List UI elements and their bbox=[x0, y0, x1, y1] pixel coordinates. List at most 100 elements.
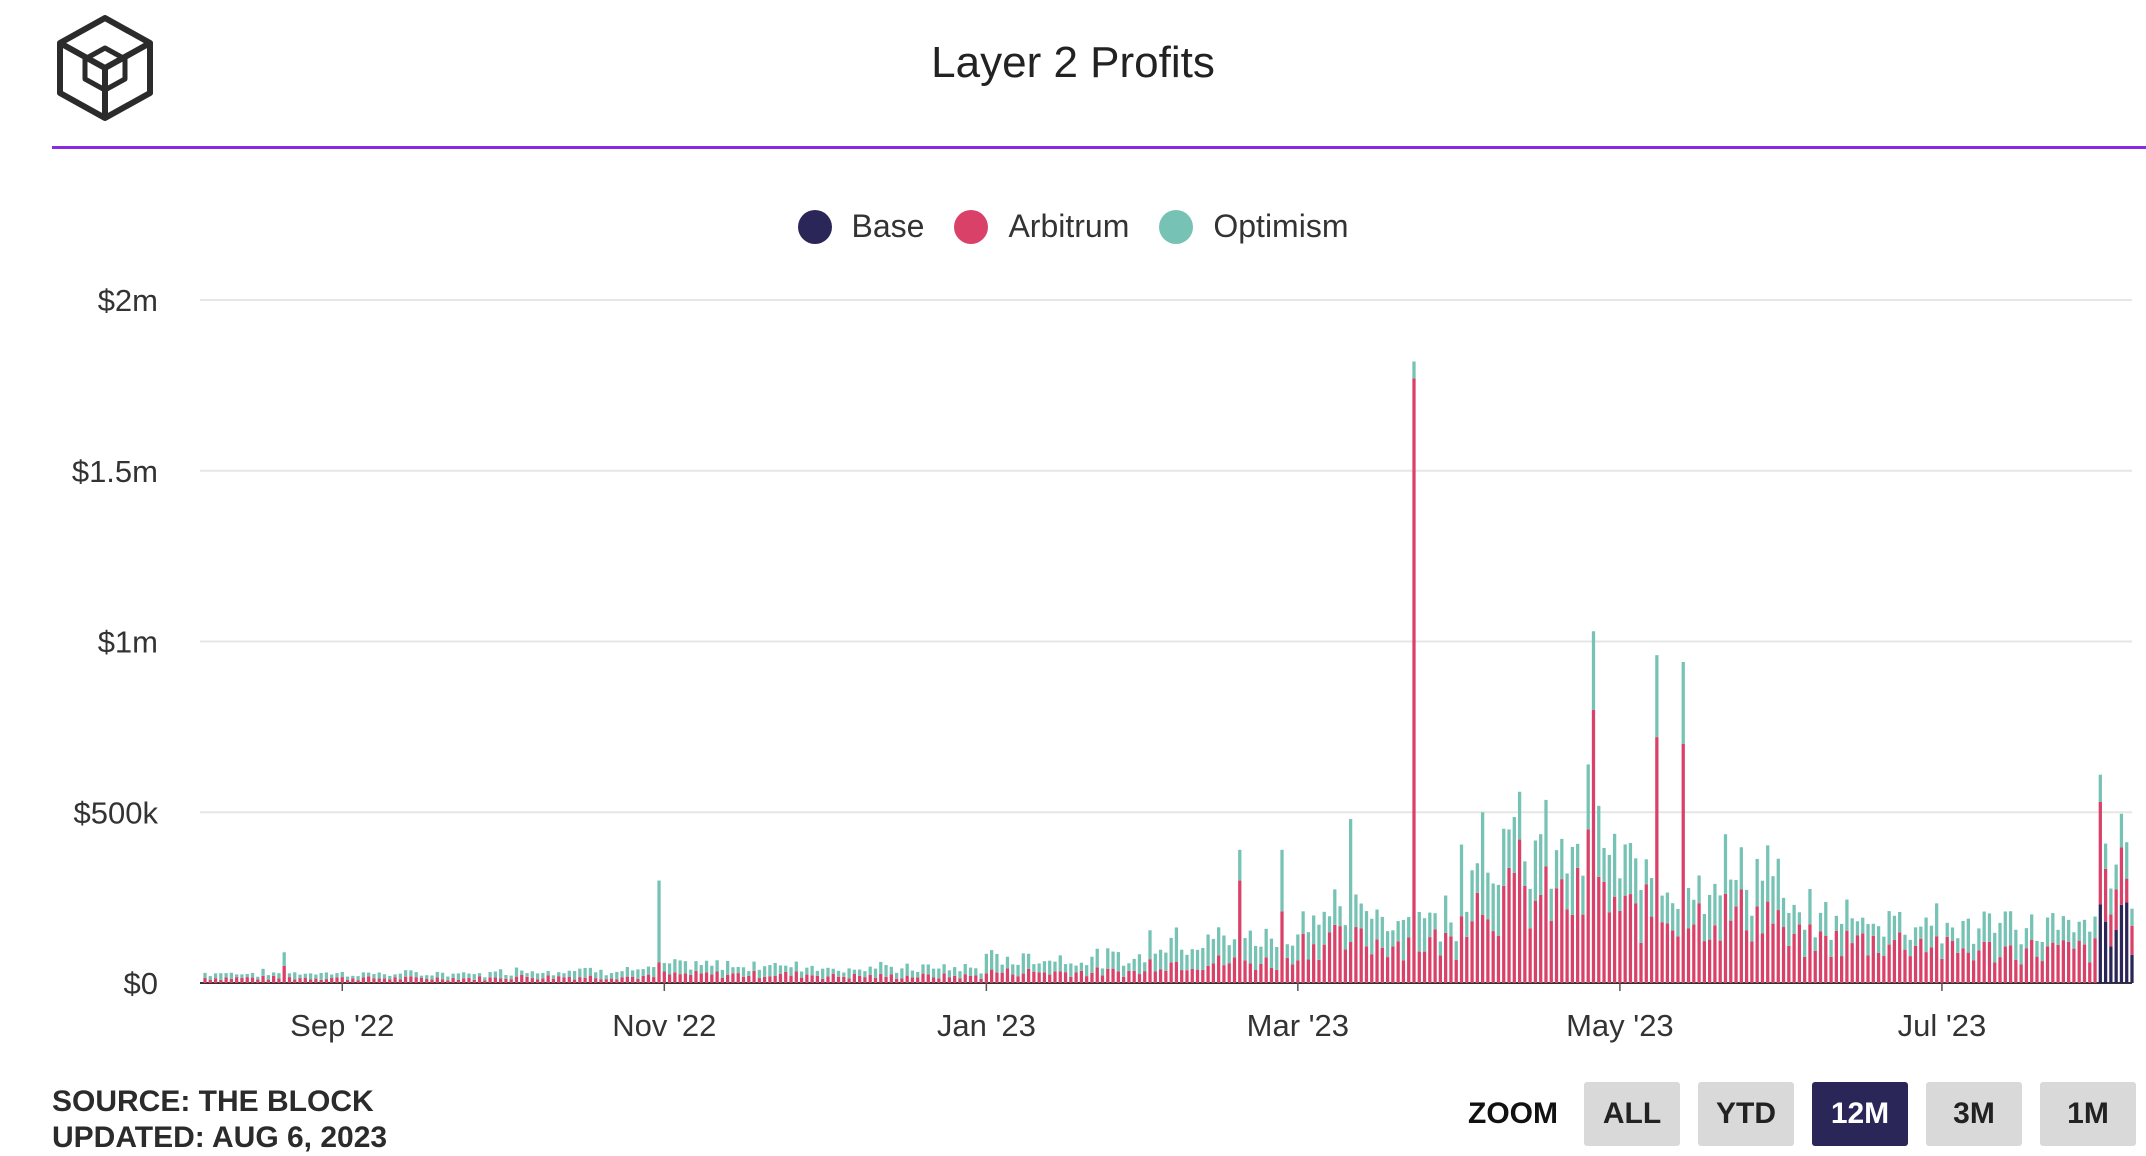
zoom-3m-button[interactable]: 3M bbox=[1926, 1082, 2022, 1146]
bar-segment-arbitrum bbox=[1264, 957, 1268, 983]
bar-segment-arbitrum bbox=[615, 979, 619, 983]
bar-segment-optimism bbox=[968, 967, 973, 976]
bar-segment-arbitrum bbox=[256, 979, 260, 983]
bar-segment-arbitrum bbox=[1190, 969, 1194, 983]
bar-segment-arbitrum bbox=[1164, 970, 1168, 983]
bar-segment-arbitrum bbox=[1781, 927, 1786, 983]
bar-segment-arbitrum bbox=[1744, 930, 1749, 983]
zoom-1m-button[interactable]: 1M bbox=[2040, 1082, 2136, 1146]
bar-segment-arbitrum bbox=[1158, 969, 1163, 983]
bar-segment-arbitrum bbox=[1333, 924, 1337, 983]
bar-segment-optimism bbox=[208, 976, 212, 980]
bar-segment-arbitrum bbox=[356, 980, 360, 983]
bar-segment-optimism bbox=[768, 965, 772, 977]
bar-segment-optimism bbox=[551, 975, 556, 979]
bar-segment-optimism bbox=[657, 880, 661, 963]
bar-segment-arbitrum bbox=[1259, 964, 1263, 983]
bar-segment-optimism bbox=[1713, 883, 1717, 926]
bar-segment-arbitrum bbox=[1217, 955, 1221, 983]
bar-segment-base bbox=[2125, 902, 2129, 983]
bar-segment-optimism bbox=[1882, 936, 1886, 957]
bar-segment-arbitrum bbox=[815, 975, 820, 983]
bar-segment-optimism bbox=[287, 973, 292, 978]
bar-segment-arbitrum bbox=[1354, 927, 1358, 983]
bar-segment-arbitrum bbox=[2098, 802, 2102, 905]
bar-segment-optimism bbox=[345, 976, 350, 980]
bar-segment-arbitrum bbox=[852, 974, 856, 983]
source-note: SOURCE: THE BLOCK UPDATED: AUG 6, 2023 bbox=[52, 1084, 387, 1156]
bar-segment-optimism bbox=[1808, 888, 1812, 925]
bar-segment-arbitrum bbox=[641, 975, 645, 983]
bar-segment-arbitrum bbox=[1597, 876, 1601, 983]
bar-segment-arbitrum bbox=[1977, 950, 1981, 983]
bar-segment-arbitrum bbox=[1042, 972, 1047, 983]
bar-segment-arbitrum bbox=[1349, 942, 1353, 983]
bar-segment-arbitrum bbox=[1132, 970, 1136, 983]
bar-segment-optimism bbox=[1174, 927, 1179, 962]
bar-segment-optimism bbox=[678, 960, 682, 975]
bar-segment-arbitrum bbox=[1987, 941, 1992, 983]
bar-segment-arbitrum bbox=[1211, 963, 1215, 983]
bar-segment-arbitrum bbox=[1623, 895, 1627, 983]
bar-segment-optimism bbox=[905, 963, 909, 976]
legend-item-base[interactable]: Base bbox=[797, 208, 924, 245]
bar-segment-arbitrum bbox=[1924, 952, 1928, 983]
legend-item-optimism[interactable]: Optimism bbox=[1159, 208, 1348, 245]
bar-segment-optimism bbox=[1364, 911, 1369, 947]
legend-label-optimism: Optimism bbox=[1213, 208, 1349, 244]
bar-segment-optimism bbox=[393, 974, 397, 978]
bar-segment-optimism bbox=[1961, 920, 1965, 949]
bar-segment-arbitrum bbox=[1174, 961, 1179, 983]
bar-segment-arbitrum bbox=[646, 974, 651, 983]
bar-segment-optimism bbox=[1428, 912, 1432, 938]
bar-segment-optimism bbox=[1085, 965, 1089, 977]
bar-segment-arbitrum bbox=[520, 974, 524, 983]
bar-segment-arbitrum bbox=[583, 977, 587, 983]
bar-segment-optimism bbox=[1201, 948, 1205, 970]
legend-dot-optimism-icon bbox=[1159, 209, 1194, 244]
bar-segment-arbitrum bbox=[662, 971, 666, 983]
bar-segment-arbitrum bbox=[351, 978, 355, 983]
bar-segment-arbitrum bbox=[1755, 906, 1759, 983]
bar-segment-arbitrum bbox=[1523, 885, 1527, 983]
bar-segment-arbitrum bbox=[1850, 943, 1854, 983]
bar-segment-arbitrum bbox=[1993, 962, 1997, 983]
bar-segment-optimism bbox=[858, 969, 862, 976]
bar-segment-optimism bbox=[588, 967, 593, 976]
bar-segment-arbitrum bbox=[1438, 955, 1443, 983]
bar-segment-optimism bbox=[942, 964, 946, 974]
bar-segment-arbitrum bbox=[446, 980, 450, 983]
zoom-label: ZOOM bbox=[1468, 1097, 1558, 1130]
bar-segment-arbitrum bbox=[1058, 971, 1062, 983]
bar-segment-optimism bbox=[1845, 899, 1849, 931]
bar-segment-optimism bbox=[213, 973, 218, 979]
zoom-all-button[interactable]: ALL bbox=[1584, 1082, 1680, 1146]
bar-segment-arbitrum bbox=[567, 976, 571, 983]
bar-segment-arbitrum bbox=[287, 977, 292, 983]
profits-chart[interactable]: $0 $500k $1m $1.5m $2m Sep '22 Nov '22 Jan '23 M… bbox=[0, 0, 2146, 1060]
bar-segment-optimism bbox=[1813, 937, 1817, 951]
bar-segment-optimism bbox=[1876, 926, 1881, 953]
bar-segment-optimism bbox=[1259, 946, 1263, 964]
zoom-12m-button[interactable]: 12M bbox=[1812, 1082, 1908, 1146]
bar-segment-arbitrum bbox=[1945, 936, 1949, 983]
bar-segment-arbitrum bbox=[1417, 951, 1421, 983]
bar-segment-optimism bbox=[340, 971, 344, 978]
bar-segment-arbitrum bbox=[1803, 956, 1807, 983]
bar-segment-optimism bbox=[625, 967, 629, 977]
bar-segment-arbitrum bbox=[762, 976, 767, 983]
bar-segment-optimism bbox=[921, 964, 925, 974]
bar-segment-arbitrum bbox=[921, 973, 925, 983]
legend-item-arbitrum[interactable]: Arbitrum bbox=[954, 208, 1129, 245]
bar-segment-optimism bbox=[1554, 850, 1559, 889]
zoom-ytd-button[interactable]: YTD bbox=[1698, 1082, 1794, 1146]
bar-segment-optimism bbox=[235, 974, 239, 978]
bar-segment-arbitrum bbox=[398, 979, 402, 983]
bar-segment-arbitrum bbox=[1971, 960, 1976, 983]
bar-segment-optimism bbox=[731, 967, 735, 974]
bar-segment-arbitrum bbox=[1898, 932, 1902, 983]
bar-segment-arbitrum bbox=[1026, 968, 1031, 983]
bar-segment-optimism bbox=[535, 973, 540, 980]
bar-segment-optimism bbox=[483, 977, 487, 981]
bar-segment-optimism bbox=[836, 970, 841, 977]
